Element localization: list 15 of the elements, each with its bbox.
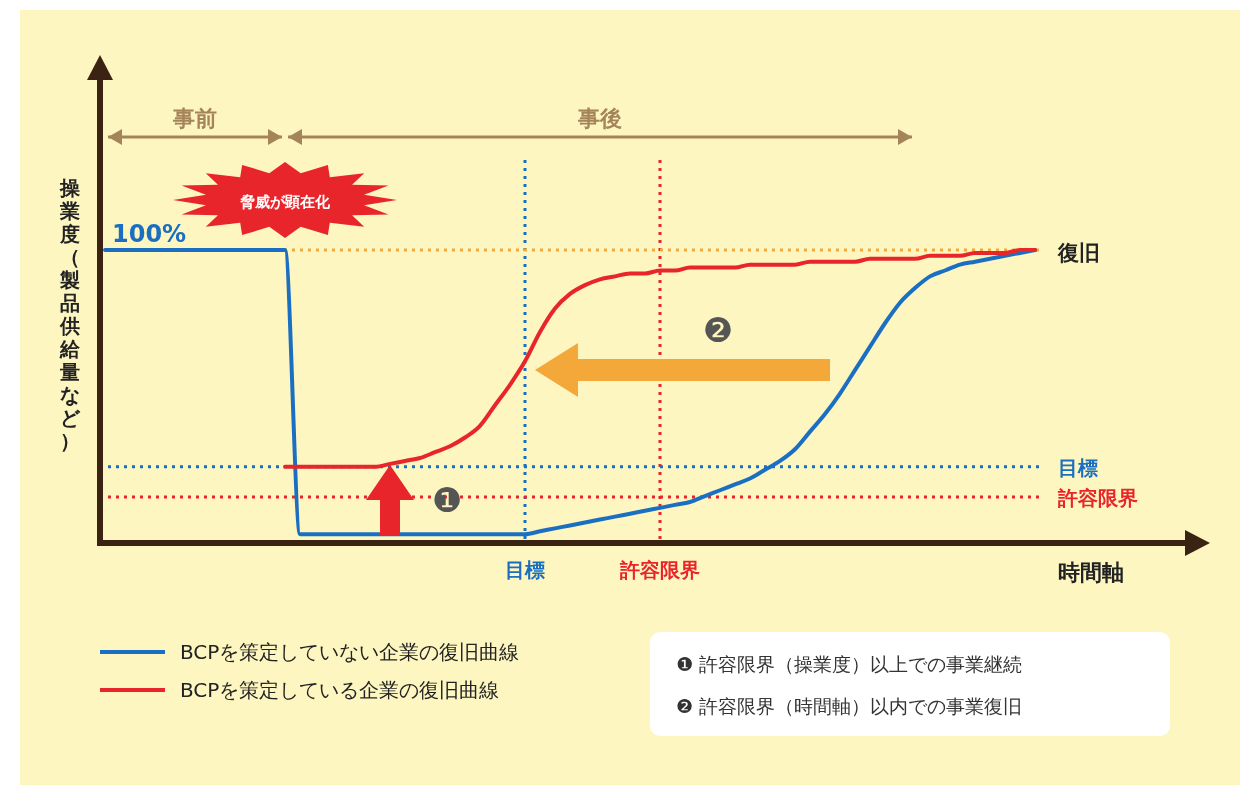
legend-label: BCPを策定している企業の復旧曲線 bbox=[180, 678, 500, 702]
text: 脅威が顕在化 bbox=[239, 193, 331, 211]
legend-label: BCPを策定していない企業の復旧曲線 bbox=[180, 640, 520, 664]
annotation: ❷ bbox=[702, 310, 734, 350]
ref-line-label: 許容限界 bbox=[1057, 486, 1138, 510]
text: ❷ 許容限界（時間軸）以内での事業復旧 bbox=[676, 695, 1023, 717]
text: 操業度（製品供給量など） bbox=[60, 176, 80, 453]
annotation: ❶ bbox=[431, 480, 463, 520]
text: ❶ 許容限界（操業度）以上での事業継続 bbox=[676, 653, 1023, 675]
text: 事後 bbox=[577, 106, 622, 131]
x-axis-title: 時間軸 bbox=[1058, 560, 1124, 585]
annotation: 復旧 bbox=[1057, 241, 1100, 265]
text: 事前 bbox=[172, 106, 217, 131]
ref-line-label: 目標 bbox=[1058, 455, 1098, 480]
text: 100% bbox=[112, 220, 187, 248]
